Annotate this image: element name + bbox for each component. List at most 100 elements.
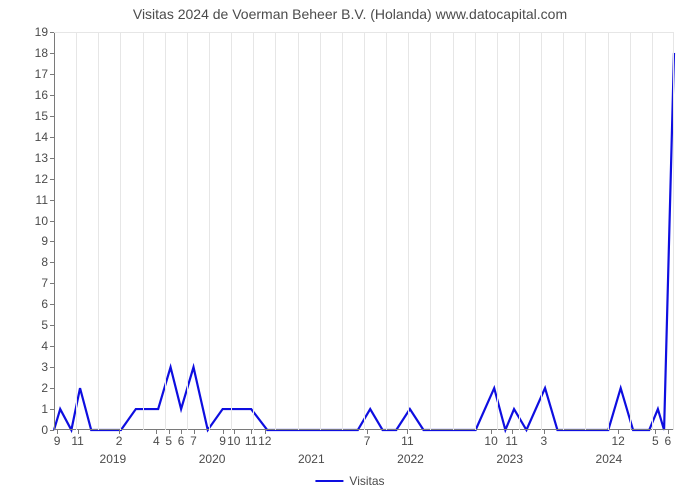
y-tick-label: 3: [41, 360, 48, 374]
x-tick-mark: [512, 430, 513, 434]
x-tick-mark: [367, 430, 368, 434]
y-tick-mark: [50, 409, 54, 410]
gridline-vertical: [408, 32, 409, 430]
x-year-label: 2023: [496, 452, 523, 466]
gridline-vertical: [120, 32, 121, 430]
gridline-vertical: [563, 32, 564, 430]
y-tick-label: 9: [41, 234, 48, 248]
y-tick-mark: [50, 241, 54, 242]
gridline-vertical: [364, 32, 365, 430]
y-tick-mark: [50, 325, 54, 326]
x-month-label: 3: [540, 434, 547, 448]
gridline-vertical: [430, 32, 431, 430]
x-tick-mark: [668, 430, 669, 434]
plot-area: [54, 32, 674, 430]
axis-border-left: [54, 32, 55, 430]
x-tick-mark: [491, 430, 492, 434]
y-tick-mark: [50, 53, 54, 54]
x-tick-mark: [156, 430, 157, 434]
gridline-vertical: [76, 32, 77, 430]
gridline-vertical: [231, 32, 232, 430]
y-tick-label: 13: [35, 151, 48, 165]
x-month-label: 2: [116, 434, 123, 448]
y-tick-mark: [50, 367, 54, 368]
x-tick-mark: [119, 430, 120, 434]
x-tick-mark: [407, 430, 408, 434]
gridline-vertical: [320, 32, 321, 430]
gridline-vertical: [143, 32, 144, 430]
x-year-label: 2021: [298, 452, 325, 466]
y-tick-mark: [50, 32, 54, 33]
y-tick-mark: [50, 262, 54, 263]
x-month-label: 12: [258, 434, 271, 448]
gridline-vertical: [608, 32, 609, 430]
gridline-vertical: [187, 32, 188, 430]
x-tick-mark: [57, 430, 58, 434]
x-month-label: 7: [190, 434, 197, 448]
x-tick-mark: [234, 430, 235, 434]
y-tick-mark: [50, 95, 54, 96]
x-month-label: 7: [364, 434, 371, 448]
y-tick-label: 15: [35, 109, 48, 123]
x-year-label: 2019: [100, 452, 127, 466]
y-tick-mark: [50, 74, 54, 75]
y-tick-mark: [50, 283, 54, 284]
y-tick-label: 10: [35, 214, 48, 228]
x-year-label: 2020: [199, 452, 226, 466]
y-tick-label: 17: [35, 67, 48, 81]
gridline-vertical: [652, 32, 653, 430]
chart-title: Visitas 2024 de Voerman Beheer B.V. (Hol…: [0, 6, 700, 22]
x-month-label: 4: [153, 434, 160, 448]
x-month-label: 11: [505, 434, 517, 448]
x-month-label: 10: [227, 434, 240, 448]
x-tick-mark: [251, 430, 252, 434]
gridline-vertical: [497, 32, 498, 430]
y-tick-mark: [50, 430, 54, 431]
x-tick-mark: [223, 430, 224, 434]
gridline-vertical: [253, 32, 254, 430]
legend: Visitas: [315, 474, 384, 488]
gridline-vertical: [630, 32, 631, 430]
gridline-vertical: [98, 32, 99, 430]
y-tick-label: 19: [35, 25, 48, 39]
y-tick-mark: [50, 137, 54, 138]
x-month-label: 9: [219, 434, 226, 448]
legend-label: Visitas: [349, 474, 384, 488]
x-month-label: 6: [664, 434, 671, 448]
y-tick-mark: [50, 116, 54, 117]
y-tick-mark: [50, 158, 54, 159]
y-tick-label: 7: [41, 276, 48, 290]
x-month-label: 11: [245, 434, 257, 448]
x-month-label: 11: [401, 434, 413, 448]
gridline-vertical: [275, 32, 276, 430]
y-tick-mark: [50, 346, 54, 347]
x-month-label: 5: [652, 434, 659, 448]
y-tick-label: 4: [41, 339, 48, 353]
y-tick-label: 2: [41, 381, 48, 395]
x-year-label: 2022: [397, 452, 424, 466]
y-tick-label: 1: [41, 402, 48, 416]
x-month-label: 5: [165, 434, 172, 448]
gridline-vertical: [386, 32, 387, 430]
visits-line-chart: Visitas 2024 de Voerman Beheer B.V. (Hol…: [0, 0, 700, 500]
y-tick-label: 12: [35, 172, 48, 186]
x-tick-mark: [181, 430, 182, 434]
y-tick-mark: [50, 304, 54, 305]
y-tick-label: 16: [35, 88, 48, 102]
gridline-vertical: [475, 32, 476, 430]
x-tick-mark: [194, 430, 195, 434]
y-tick-label: 0: [41, 423, 48, 437]
x-month-label: 10: [484, 434, 497, 448]
gridline-vertical: [298, 32, 299, 430]
gridline-vertical: [585, 32, 586, 430]
y-tick-mark: [50, 179, 54, 180]
gridline-vertical: [165, 32, 166, 430]
x-tick-mark: [544, 430, 545, 434]
y-tick-label: 8: [41, 255, 48, 269]
x-tick-mark: [655, 430, 656, 434]
x-year-label: 2024: [596, 452, 623, 466]
gridline-vertical: [453, 32, 454, 430]
axis-border-right: [673, 32, 674, 430]
y-tick-label: 6: [41, 297, 48, 311]
x-month-label: 6: [178, 434, 185, 448]
